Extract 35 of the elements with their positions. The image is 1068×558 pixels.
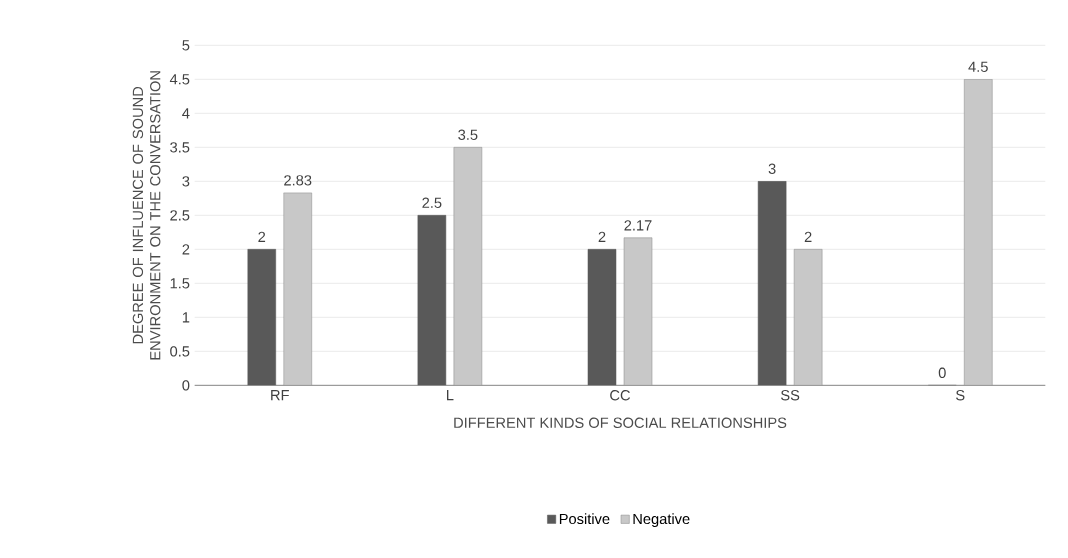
x-tick-label: L [447, 390, 454, 401]
legend-label: Negative [633, 513, 690, 527]
x-tick-label: S [956, 390, 965, 401]
y-axis-title: DEGREE OF INFLUENCE OF SOUND ENVIRONMENT ON THE CONVERSATION [132, 71, 161, 360]
data-label: 2 [258, 231, 266, 242]
bar [623, 237, 653, 386]
y-tick-label: 4.5 [169, 74, 190, 85]
data-label: 2 [598, 231, 606, 242]
bar [963, 79, 993, 386]
x-axis-title: DIFFERENT KINDS OF SOCIAL RELATIONSHIPS [454, 417, 787, 428]
y-tick-label: 1 [182, 312, 190, 323]
data-label: 2.5 [422, 197, 442, 208]
data-label: 2 [804, 231, 812, 242]
x-tick-label: CC [610, 390, 631, 401]
bar [453, 147, 483, 386]
y-tick-label: 3.5 [170, 142, 190, 153]
data-label: 3.5 [458, 129, 478, 140]
x-tick-label: SS [781, 390, 800, 401]
y-tick-label: 0 [182, 380, 190, 391]
data-label: 3 [768, 163, 776, 174]
y-tick-label: 1.5 [170, 278, 190, 289]
y-tick-label: 5 [182, 40, 190, 51]
data-label: 2.17 [624, 220, 652, 231]
y-tick-label: 0.5 [170, 346, 190, 357]
bar [283, 192, 312, 386]
data-label: 0 [938, 367, 946, 378]
y-tick-label: 4 [182, 108, 190, 119]
y-tick-label: 3 [182, 176, 190, 187]
y-tick-label: 2.5 [170, 210, 190, 221]
data-label: 2.83 [284, 175, 312, 186]
x-tick-label: RF [271, 390, 289, 401]
legend-label: Positive [559, 513, 610, 525]
bar [793, 249, 823, 386]
y-tick-label: 2 [182, 244, 190, 255]
data-label: 4.5 [968, 61, 988, 72]
